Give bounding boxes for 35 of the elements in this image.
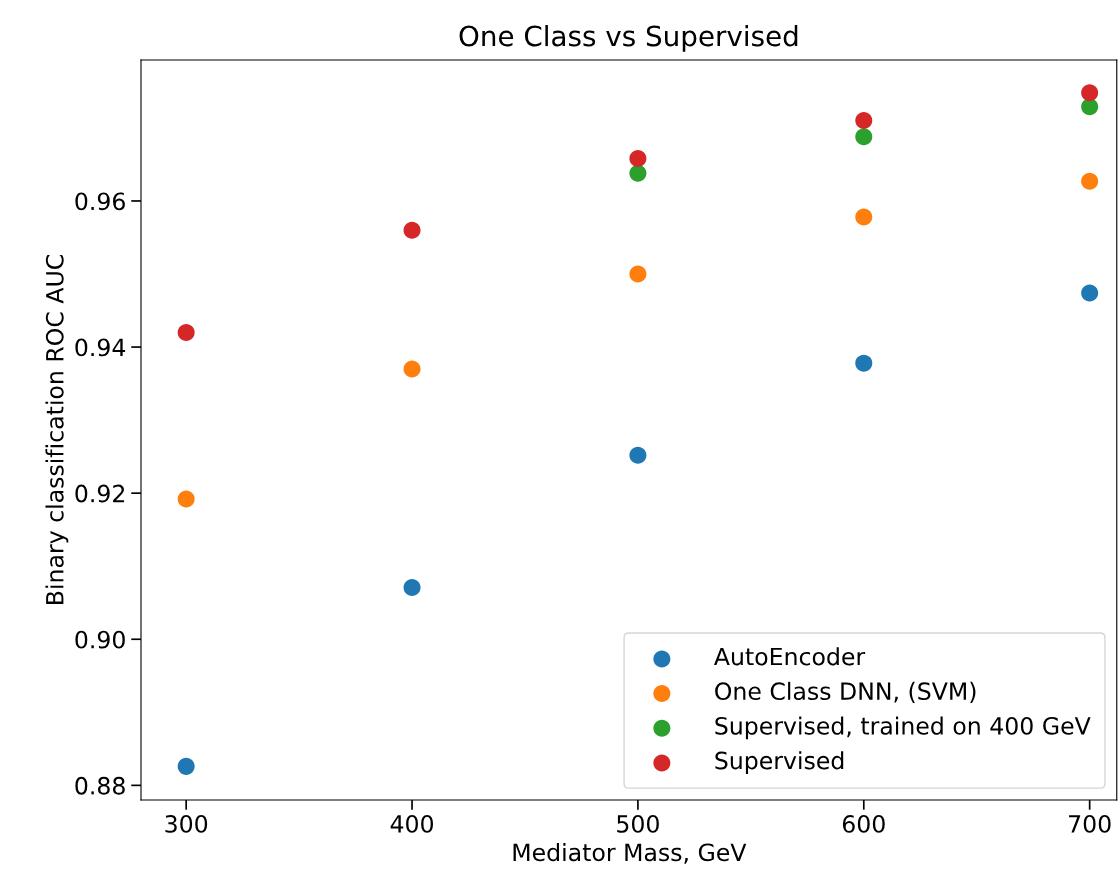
point xyxy=(1081,84,1099,102)
point xyxy=(177,490,195,508)
x-tick-label: 400 xyxy=(390,814,434,833)
point xyxy=(855,112,873,130)
x-tick-label: 300 xyxy=(165,814,208,833)
point xyxy=(629,446,647,464)
x-tick-label: 500 xyxy=(617,814,659,833)
point xyxy=(629,164,647,182)
point xyxy=(629,265,647,283)
point xyxy=(629,150,647,168)
chart-title: One Class vs Supervised xyxy=(459,24,798,52)
point xyxy=(403,578,421,596)
x-tick-label: 600 xyxy=(842,814,885,833)
legend-label: AutoEncoder xyxy=(714,647,866,666)
y-axis-title: Binary classification ROC AUC xyxy=(45,255,69,604)
legend-label: Supervised, trained on 400 GeV xyxy=(715,716,1091,740)
point xyxy=(403,221,421,239)
y-tick-label: 0.88 xyxy=(75,776,125,795)
y-tick-label: 0.90 xyxy=(75,630,125,649)
point xyxy=(177,757,195,775)
legend-label: One Class DNN, (SVM) xyxy=(715,681,976,703)
y-tick-label: 0.92 xyxy=(75,484,125,503)
point xyxy=(177,323,195,341)
point xyxy=(855,354,873,372)
x-tick-label: 700 xyxy=(1069,814,1111,833)
point xyxy=(1081,284,1099,302)
point xyxy=(855,128,873,146)
y-tick-label: 0.96 xyxy=(75,192,125,211)
point xyxy=(1081,98,1099,116)
legend-label: Supervised xyxy=(715,751,844,774)
point xyxy=(1081,172,1099,190)
point xyxy=(855,208,873,226)
point xyxy=(403,360,421,378)
x-axis-title: Mediator Mass, GeV xyxy=(513,842,747,864)
y-tick-label: 0.94 xyxy=(75,338,126,357)
